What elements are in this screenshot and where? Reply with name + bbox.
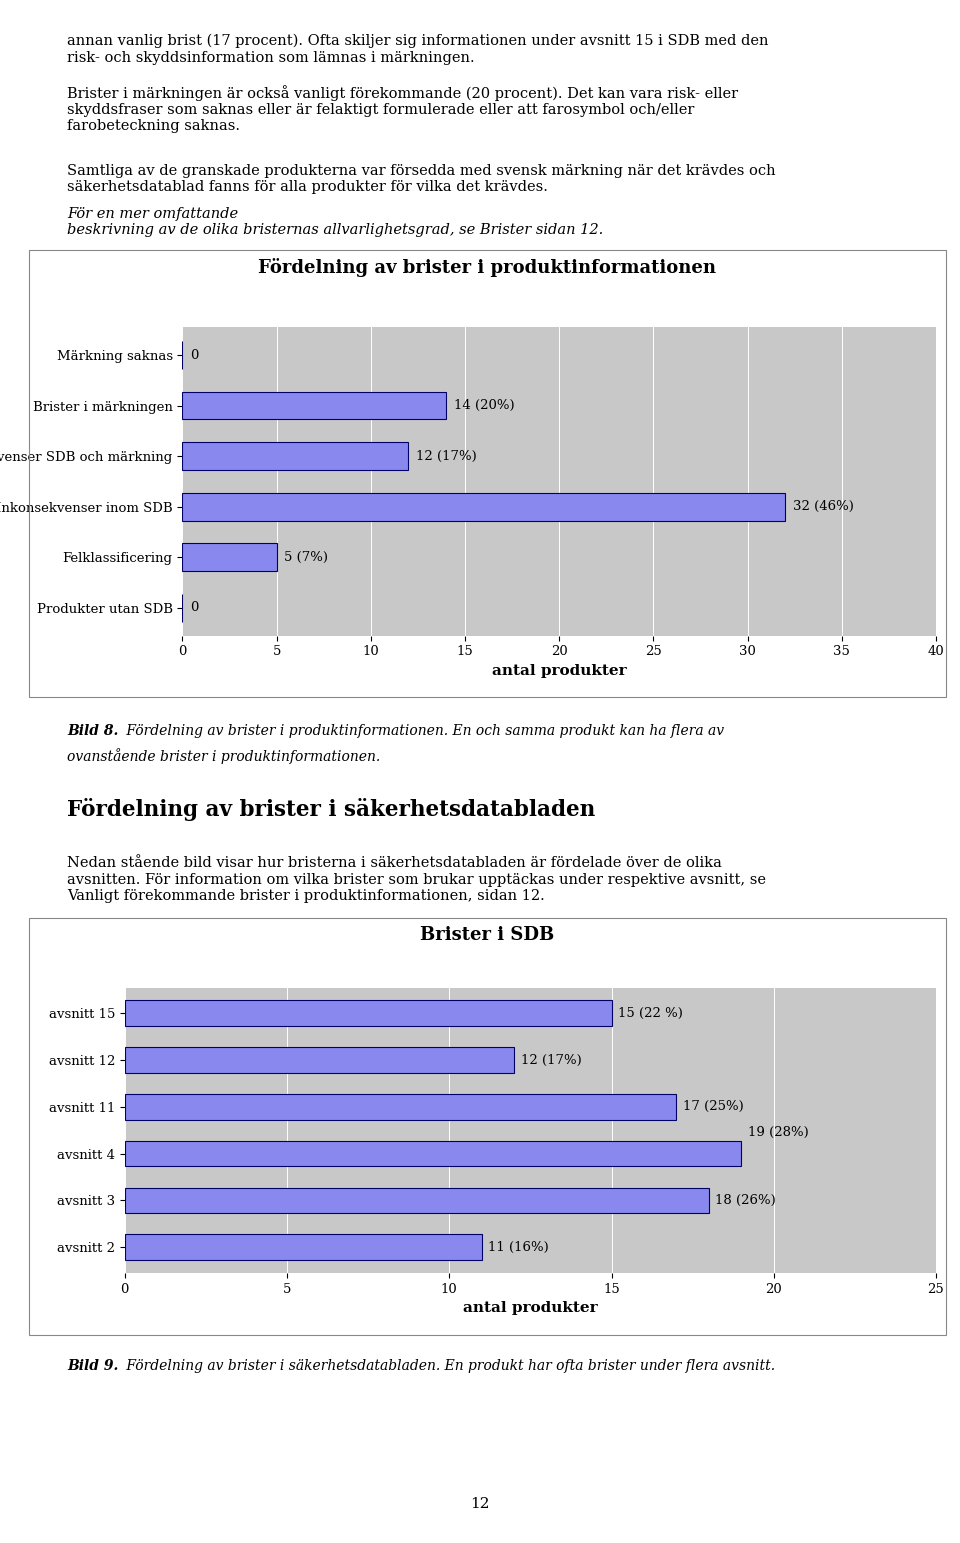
Bar (182, 392, 446, 420)
Bar (125, 1234, 482, 1261)
Text: annan vanlig brist (17 procent). Ofta skiljer sig informationen under avsnitt 15: annan vanlig brist (17 procent). Ofta sk… (67, 34, 769, 65)
Text: 19 (28%): 19 (28%) (748, 1126, 808, 1139)
Text: 0: 0 (190, 602, 199, 614)
Text: 32 (46%): 32 (46%) (793, 500, 853, 514)
Text: Bild 8.: Bild 8. (67, 724, 119, 738)
Text: Fördelning av brister i säkerhetsdatabladen: Fördelning av brister i säkerhetsdatabla… (67, 798, 595, 821)
Text: Fördelning av brister i produktinformationen: Fördelning av brister i produktinformati… (258, 258, 716, 276)
Text: Brister i SDB: Brister i SDB (420, 926, 554, 944)
Text: 17 (25%): 17 (25%) (683, 1100, 744, 1114)
Text: Fördelning av brister i produktinformationen. En och samma produkt kan ha flera : Fördelning av brister i produktinformati… (122, 724, 724, 738)
Text: ovanstående brister i produktinformationen.: ovanstående brister i produktinformation… (67, 748, 380, 764)
X-axis label: antal produkter: antal produkter (492, 663, 627, 677)
Text: 12 (17%): 12 (17%) (416, 449, 477, 463)
Text: För en mer omfattande
beskrivning av de olika bristernas allvarlighetsgrad, se B: För en mer omfattande beskrivning av de … (67, 207, 604, 238)
Text: 11 (16%): 11 (16%) (489, 1241, 549, 1253)
Text: 0: 0 (190, 349, 199, 361)
Text: 18 (26%): 18 (26%) (715, 1194, 776, 1207)
Text: 12 (17%): 12 (17%) (520, 1054, 582, 1066)
Bar (182, 492, 785, 520)
Bar (125, 1094, 677, 1120)
Text: 15 (22 %): 15 (22 %) (618, 1008, 683, 1020)
Bar (125, 1000, 612, 1026)
Bar (125, 1188, 708, 1213)
Bar (125, 1048, 515, 1072)
Text: Nedan stående bild visar hur bristerna i säkerhetsdatabladen är fördelade över d: Nedan stående bild visar hur bristerna i… (67, 856, 766, 903)
Text: Fördelning av brister i säkerhetsdatabladen. En produkt har ofta brister under f: Fördelning av brister i säkerhetsdatabla… (122, 1359, 775, 1373)
Text: Brister i märkningen är också vanligt förekommande (20 procent). Det kan vara ri: Brister i märkningen är också vanligt fö… (67, 85, 738, 133)
Text: 12: 12 (470, 1497, 490, 1511)
Text: Samtliga av de granskade produkterna var försedda med svensk märkning när det kr: Samtliga av de granskade produkterna var… (67, 164, 776, 194)
Bar (125, 1140, 741, 1167)
Bar (182, 443, 409, 471)
Bar (182, 543, 276, 571)
Text: Bild 9.: Bild 9. (67, 1359, 119, 1373)
Text: 5 (7%): 5 (7%) (284, 551, 328, 563)
X-axis label: antal produkter: antal produkter (463, 1301, 598, 1315)
Text: 14 (20%): 14 (20%) (454, 400, 515, 412)
